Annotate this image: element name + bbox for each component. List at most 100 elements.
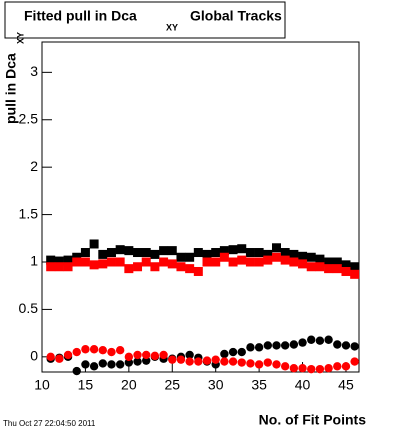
point [63,255,73,265]
point [315,254,325,264]
point [115,245,125,255]
point [142,350,151,360]
point [124,246,134,256]
point [194,357,203,366]
point [341,260,351,270]
point [280,341,290,350]
y-tick-label: 0.5 [19,300,39,316]
point [185,264,195,274]
x-tick-label: 10 [34,377,50,393]
x-axis-label: No. of Fit Points [259,412,367,428]
x-tick-label: 25 [164,377,180,393]
point [237,244,247,254]
point [306,252,316,262]
point [254,248,264,258]
point [272,360,281,369]
point [341,341,351,350]
point [333,340,342,349]
point [150,351,160,361]
point [332,264,342,274]
point [107,360,116,369]
point [46,255,56,265]
plot-frame [41,41,360,373]
point [211,248,221,258]
point [306,262,316,272]
point [89,345,99,354]
point [98,359,107,368]
point [193,248,203,258]
point [350,269,360,279]
point [81,360,90,369]
point [106,257,116,267]
point [150,262,160,272]
y-axis-label-subscript: XY [15,32,25,44]
point [133,262,143,272]
point [350,357,359,366]
point [263,358,273,367]
point [307,364,316,374]
point [333,362,342,371]
point [80,248,90,258]
y-tick-label: 3 [30,63,38,79]
x-tick-label: 15 [78,377,94,393]
point [133,350,142,360]
point [80,257,90,267]
point [298,259,308,269]
point [89,362,99,371]
point [254,257,264,267]
y-tick-label: 2.5 [19,110,39,126]
point [220,349,229,359]
point [89,260,99,270]
point [246,359,255,368]
point [298,338,307,347]
point [124,352,134,362]
point [141,248,151,258]
point [341,362,351,371]
point [324,335,333,344]
point [72,366,81,376]
point [124,264,134,274]
y-tick-label: 0 [30,348,38,364]
chart-title-suffix: Global Tracks [190,8,282,24]
point [193,266,203,276]
point [63,262,73,272]
point [72,347,81,357]
point [263,255,273,265]
point [237,347,246,357]
point [176,252,186,262]
point [115,345,125,355]
point [350,262,360,272]
x-tick-label: 30 [208,377,224,393]
point [298,364,307,373]
point [219,252,229,262]
point [167,246,177,256]
point [168,355,177,364]
x-tick-label: 35 [251,377,267,393]
point [350,342,359,351]
point [245,248,255,258]
point [98,259,108,269]
point [98,249,108,259]
x-tick-label: 40 [295,377,311,393]
point [202,257,212,267]
point [324,257,334,267]
point [263,249,273,259]
point [332,257,342,267]
point [202,356,212,365]
point [220,357,229,366]
point [315,364,325,374]
point [315,336,325,345]
point [298,251,308,261]
point [55,354,64,363]
point [46,262,56,272]
point [107,347,116,357]
point [271,252,281,262]
point [289,257,299,267]
point [89,239,99,249]
y-tick-label: 1.5 [19,205,39,221]
title-box [4,1,286,39]
chart-title: Fitted pull in Dca [24,8,137,24]
point [272,341,281,350]
chart-title-subscript: XY [166,22,178,32]
